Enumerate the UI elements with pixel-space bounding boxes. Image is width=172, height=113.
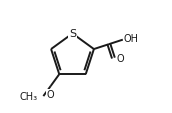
Text: S: S: [69, 29, 76, 39]
Text: CH₃: CH₃: [19, 91, 37, 101]
Text: O: O: [46, 89, 54, 99]
Text: O: O: [116, 54, 124, 64]
Text: OH: OH: [124, 34, 139, 44]
